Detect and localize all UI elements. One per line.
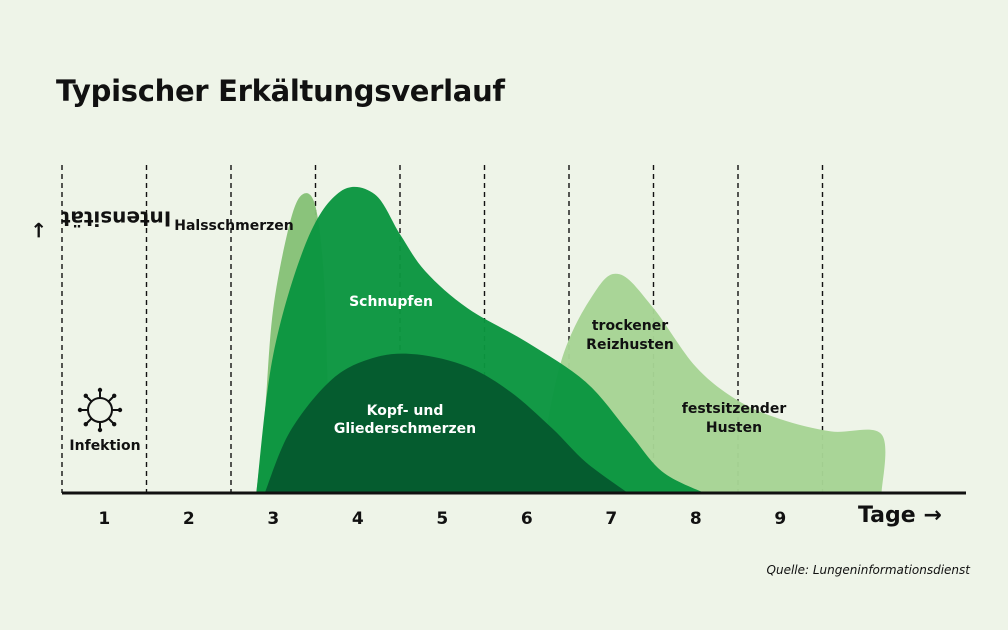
day-tick-label: 5 [436,509,448,529]
day-tick-label: 7 [605,509,617,529]
label-trocken-line1: trockener [592,318,668,334]
label-kopf-line2: Gliederschmerzen [334,421,476,437]
area-kopf-und-gliederschmerzen [264,353,629,493]
label-schnupfen: Schnupfen [349,294,433,310]
day-tick-label: 9 [774,509,786,529]
x-axis-label-text: Tage [858,503,916,528]
chart-title: Typischer Erkältungsverlauf [56,74,505,108]
x-axis-label: Tage → [858,503,942,528]
day-tick-label: 4 [352,509,364,529]
day-tick-label: 2 [183,509,195,529]
day-tick-label: 8 [690,509,702,529]
label-trocken-line2: Reizhusten [586,337,674,353]
chart-areas [256,186,886,493]
source-note: Quelle: Lungeninformationsdienst [766,563,970,577]
label-fest-line2: Husten [706,420,762,436]
label-halsschmerzen: Halsschmerzen [174,218,294,234]
day-tick-label: 3 [267,509,279,529]
label-infektion: Infektion [69,438,140,454]
label-kopf-line1: Kopf- und [367,403,444,419]
virus-icon [77,387,123,433]
day-tick-label: 1 [98,509,110,529]
label-fest-line1: festsitzender [682,401,787,417]
x-axis-ticks: 1 2 3 4 5 6 7 8 9 [98,509,786,529]
day-tick-label: 6 [521,509,533,529]
